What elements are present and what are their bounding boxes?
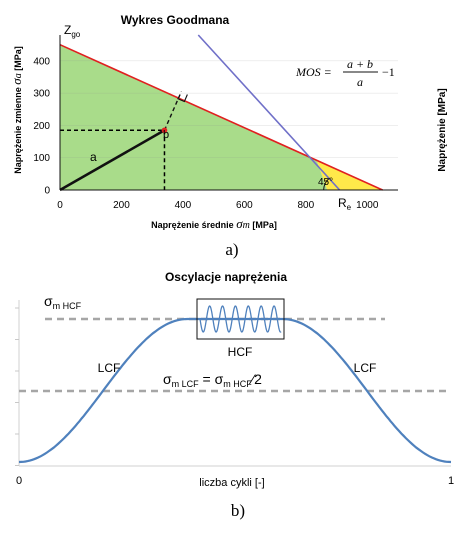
segment-b (163, 91, 183, 131)
goodman-line (59, 43, 383, 191)
x-tick-labels: 0 200 400 600 800 1000 (57, 200, 379, 211)
caption-b: b) (231, 501, 245, 520)
angle-label: 45° (318, 177, 333, 188)
hcf-mean-label: σm HCF (44, 293, 82, 311)
lcf-mean-label: σm LCF = σm HCF⁄2 (163, 371, 262, 389)
x-tick-label-end: 1 (448, 475, 454, 487)
goodman-chart: 0 200 400 600 800 1000 0 100 200 300 400 Wykres G… (9, 13, 448, 231)
right-angle-marker (177, 94, 188, 103)
segment-a (59, 129, 166, 192)
safe-region (60, 44, 328, 191)
hcf-box-label: HCF (228, 345, 253, 359)
y-tick-label: 400 (33, 56, 50, 67)
hcf-box (196, 298, 285, 340)
y-tick-labels: 0 100 200 300 400 (33, 56, 50, 196)
x-axis-label: Naprężenie średnie σm [MPa] (151, 216, 277, 231)
chart-title: Oscylacje naprężenia (165, 270, 287, 284)
formula-tail: −1 (382, 65, 395, 79)
x-tick-label: 600 (236, 200, 253, 211)
y-gridlines (60, 60, 398, 158)
formula-lhs: MOS = (295, 65, 332, 79)
x-tick-label-start: 0 (16, 475, 22, 487)
right-axis-label: Naprężenie [MPa] (437, 88, 448, 171)
y-tick-label: 0 (44, 186, 50, 197)
zgo-label: Zgo (64, 23, 81, 39)
yield-line (197, 34, 341, 191)
x-tick-label: 0 (57, 200, 63, 211)
formula-denominator: a (357, 75, 363, 89)
oscillation-chart: Oscylacje naprężenia HCF LCF LCF σm HCF … (15, 270, 454, 489)
x-tick-label: 800 (297, 200, 314, 211)
re-label: Re (338, 196, 352, 212)
segment-b-label: b (163, 129, 169, 141)
caption-a: a) (225, 240, 238, 259)
lcf-left-label: LCF (98, 361, 121, 375)
x-tick-label: 400 (175, 200, 192, 211)
chart-title: Wykres Goodmana (121, 13, 230, 27)
formula-numerator: a + b (347, 57, 373, 71)
x-tick-label: 200 (113, 200, 130, 211)
lcf-right-label: LCF (354, 361, 377, 375)
x-axis-label: liczba cykli [-] (199, 477, 264, 489)
hcf-oscillation (199, 305, 282, 333)
mos-formula: MOS = a + b a −1 (295, 57, 395, 89)
y-tick-marks (15, 307, 19, 466)
y-axis-label: Naprężenie zmienne σa [MPa] (9, 46, 24, 173)
stress-curve (18, 317, 452, 464)
y-tick-label: 200 (33, 121, 50, 132)
y-tick-label: 100 (33, 153, 50, 164)
segment-a-label: a (90, 150, 97, 164)
operating-point (161, 127, 168, 134)
y-tick-label: 300 (33, 89, 50, 100)
x-tick-label: 1000 (356, 200, 379, 211)
